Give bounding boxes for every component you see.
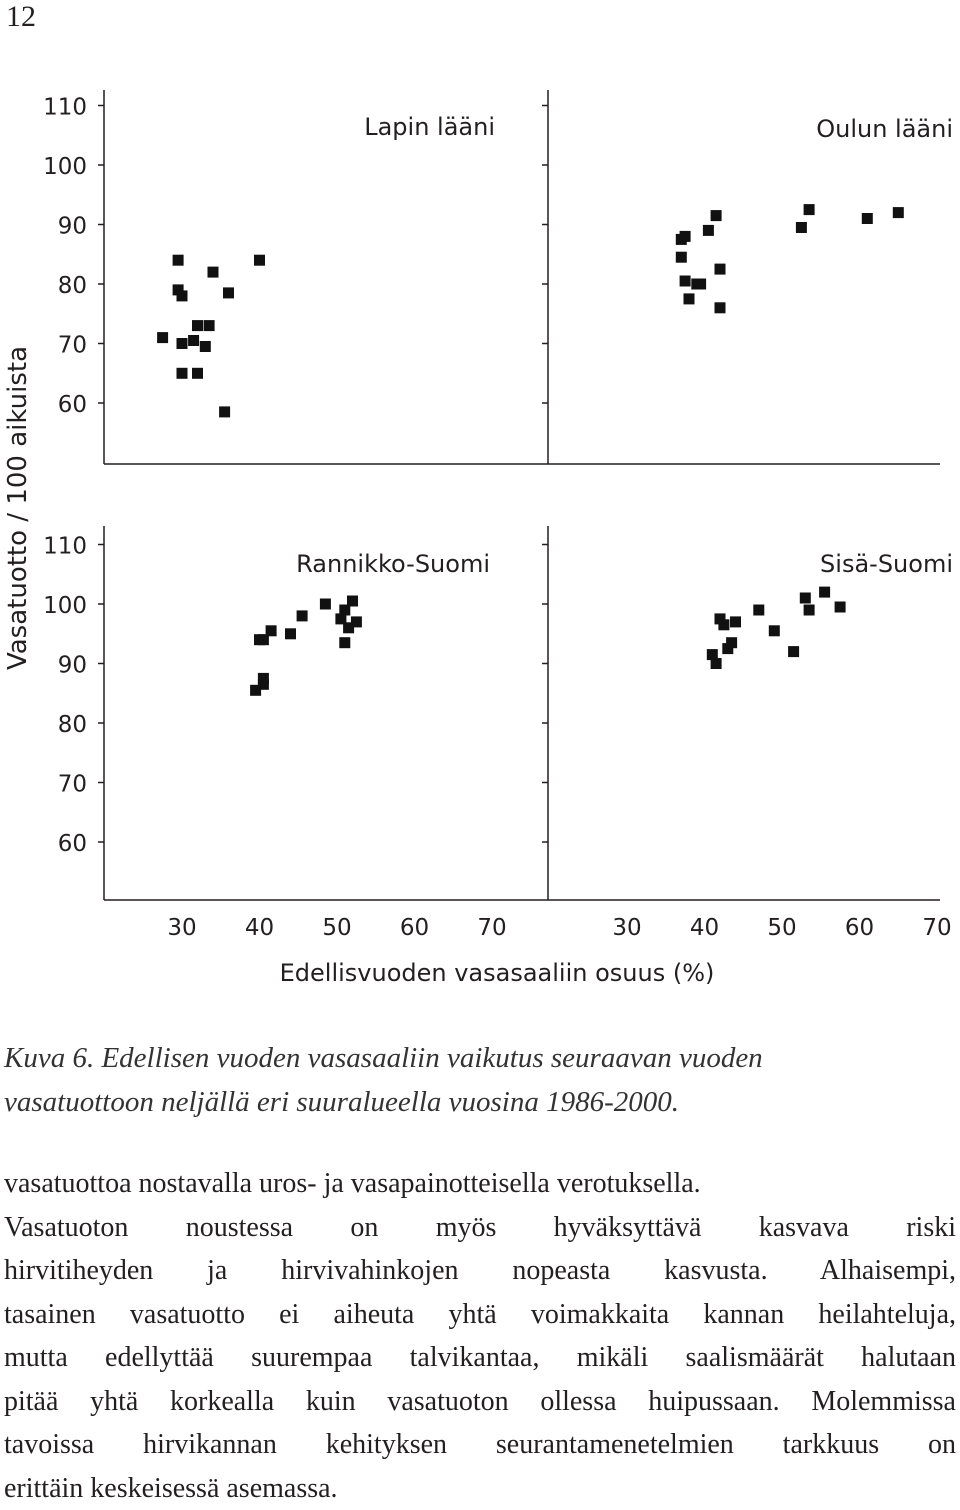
data-point-lapin-l-ni [200,341,211,352]
data-point-lapin-l-ni [204,320,215,331]
data-point-sis-suomi [788,646,799,657]
x-tick-label-left: 60 [400,915,429,941]
data-point-rannikko-suomi [285,628,296,639]
data-point-sis-suomi [800,593,811,604]
panel-title-oulun-laani: Oulun lääni [816,115,953,143]
data-point-rannikko-suomi [347,596,358,607]
points-layer [157,204,904,696]
data-point-lapin-l-ni [157,332,168,343]
y-tick-label-bottom: 110 [43,534,87,560]
caption-line: Kuva 6. Edellisen vuoden vasasaaliin vai… [4,1036,956,1080]
x-tick-label-left: 40 [245,915,274,941]
data-point-lapin-l-ni [219,406,230,417]
body-line: erittäin keskeisessä asemassa. [4,1467,956,1510]
x-tick-label-right: 30 [612,915,641,941]
y-tick-label-top: 100 [43,154,87,180]
panel-title-lapin-laani: Lapin lääni [364,113,495,141]
data-point-oulun-l-ni [804,204,815,215]
data-point-sis-suomi [804,605,815,616]
data-point-lapin-l-ni [192,368,203,379]
data-point-lapin-l-ni [177,290,188,301]
x-tick-label-right: 50 [767,915,796,941]
y-tick-label-bottom: 60 [58,831,87,857]
data-point-sis-suomi [819,587,830,598]
data-point-sis-suomi [726,637,737,648]
data-point-oulun-l-ni [680,231,691,242]
y-tick-label-bottom: 70 [58,772,87,798]
body-line: tasainen vasatuotto ei aiheuta yhtä voim… [4,1293,956,1337]
data-point-sis-suomi [835,602,846,613]
data-point-rannikko-suomi [297,610,308,621]
data-point-sis-suomi [711,658,722,669]
data-point-rannikko-suomi [351,616,362,627]
data-point-oulun-l-ni [676,252,687,263]
data-point-sis-suomi [730,616,741,627]
y-tick-label-top: 90 [58,214,87,240]
scatter-figure: 60 70 80 90 100 110 60 70 80 90 100 110 30 40 50 60 70 30… [0,0,960,1000]
data-point-lapin-l-ni [173,255,184,266]
caption-line: vasatuottoon neljällä eri suuralueella v… [4,1080,956,1124]
data-point-lapin-l-ni [223,287,234,298]
data-point-oulun-l-ni [715,302,726,313]
data-point-rannikko-suomi [258,673,269,684]
data-point-oulun-l-ni [862,213,873,224]
y-tick-label-top: 80 [58,273,87,299]
data-point-oulun-l-ni [715,264,726,275]
tick-labels-layer: 60 70 80 90 100 110 60 70 80 90 100 110 30 40 50 60 70 30… [43,95,952,942]
data-point-oulun-l-ni [695,279,706,290]
data-point-oulun-l-ni [684,293,695,304]
x-tick-label-left: 50 [322,915,351,941]
y-tick-label-bottom: 80 [58,712,87,738]
body-line: mutta edellyttää suurempaa talvikantaa, … [4,1336,956,1380]
data-point-lapin-l-ni [177,338,188,349]
body-line: hirvitiheyden ja hirvivahinkojen nopeast… [4,1249,956,1293]
panel-title-rannikko-suomi: Rannikko-Suomi [296,550,490,578]
body-line: Vasatuoton noustessa on myös hyväksyttäv… [4,1206,956,1250]
data-point-oulun-l-ni [703,225,714,236]
y-tick-label-top: 60 [58,392,87,418]
x-tick-label-right: 70 [922,915,951,941]
data-point-sis-suomi [753,605,764,616]
data-point-lapin-l-ni [177,368,188,379]
x-tick-label-left: 30 [167,915,196,941]
y-tick-label-bottom: 100 [43,593,87,619]
y-tick-label-top: 70 [58,333,87,359]
data-point-oulun-l-ni [796,222,807,233]
body-line: vasatuottoa nostavalla uros- ja vasapain… [4,1162,956,1206]
panel-title-sisa-suomi: Sisä-Suomi [820,550,953,578]
x-axis-label: Edellisvuoden vasasaaliin osuus (%) [280,959,715,987]
data-point-oulun-l-ni [893,207,904,218]
body-line: pitää yhtä korkealla kuin vasatuoton oll… [4,1380,956,1424]
data-point-rannikko-suomi [266,625,277,636]
y-tick-label-bottom: 90 [58,653,87,679]
data-point-oulun-l-ni [680,276,691,287]
data-point-sis-suomi [718,619,729,630]
data-point-lapin-l-ni [208,267,219,278]
x-tick-label-left: 70 [477,915,506,941]
x-tick-label-right: 60 [845,915,874,941]
data-point-oulun-l-ni [711,210,722,221]
data-point-rannikko-suomi [339,637,350,648]
figure-caption: Kuva 6. Edellisen vuoden vasasaaliin vai… [4,1036,956,1124]
data-point-sis-suomi [769,625,780,636]
data-point-lapin-l-ni [188,335,199,346]
x-tick-label-right: 40 [690,915,719,941]
y-axis-label: Vasatuotto / 100 aikuista [3,346,33,670]
body-paragraph: vasatuottoa nostavalla uros- ja vasapain… [4,1162,956,1510]
data-point-lapin-l-ni [254,255,265,266]
data-point-rannikko-suomi [320,599,331,610]
body-line: tavoissa hirvikannan kehityksen seuranta… [4,1423,956,1467]
data-point-lapin-l-ni [192,320,203,331]
y-tick-label-top: 110 [43,95,87,121]
